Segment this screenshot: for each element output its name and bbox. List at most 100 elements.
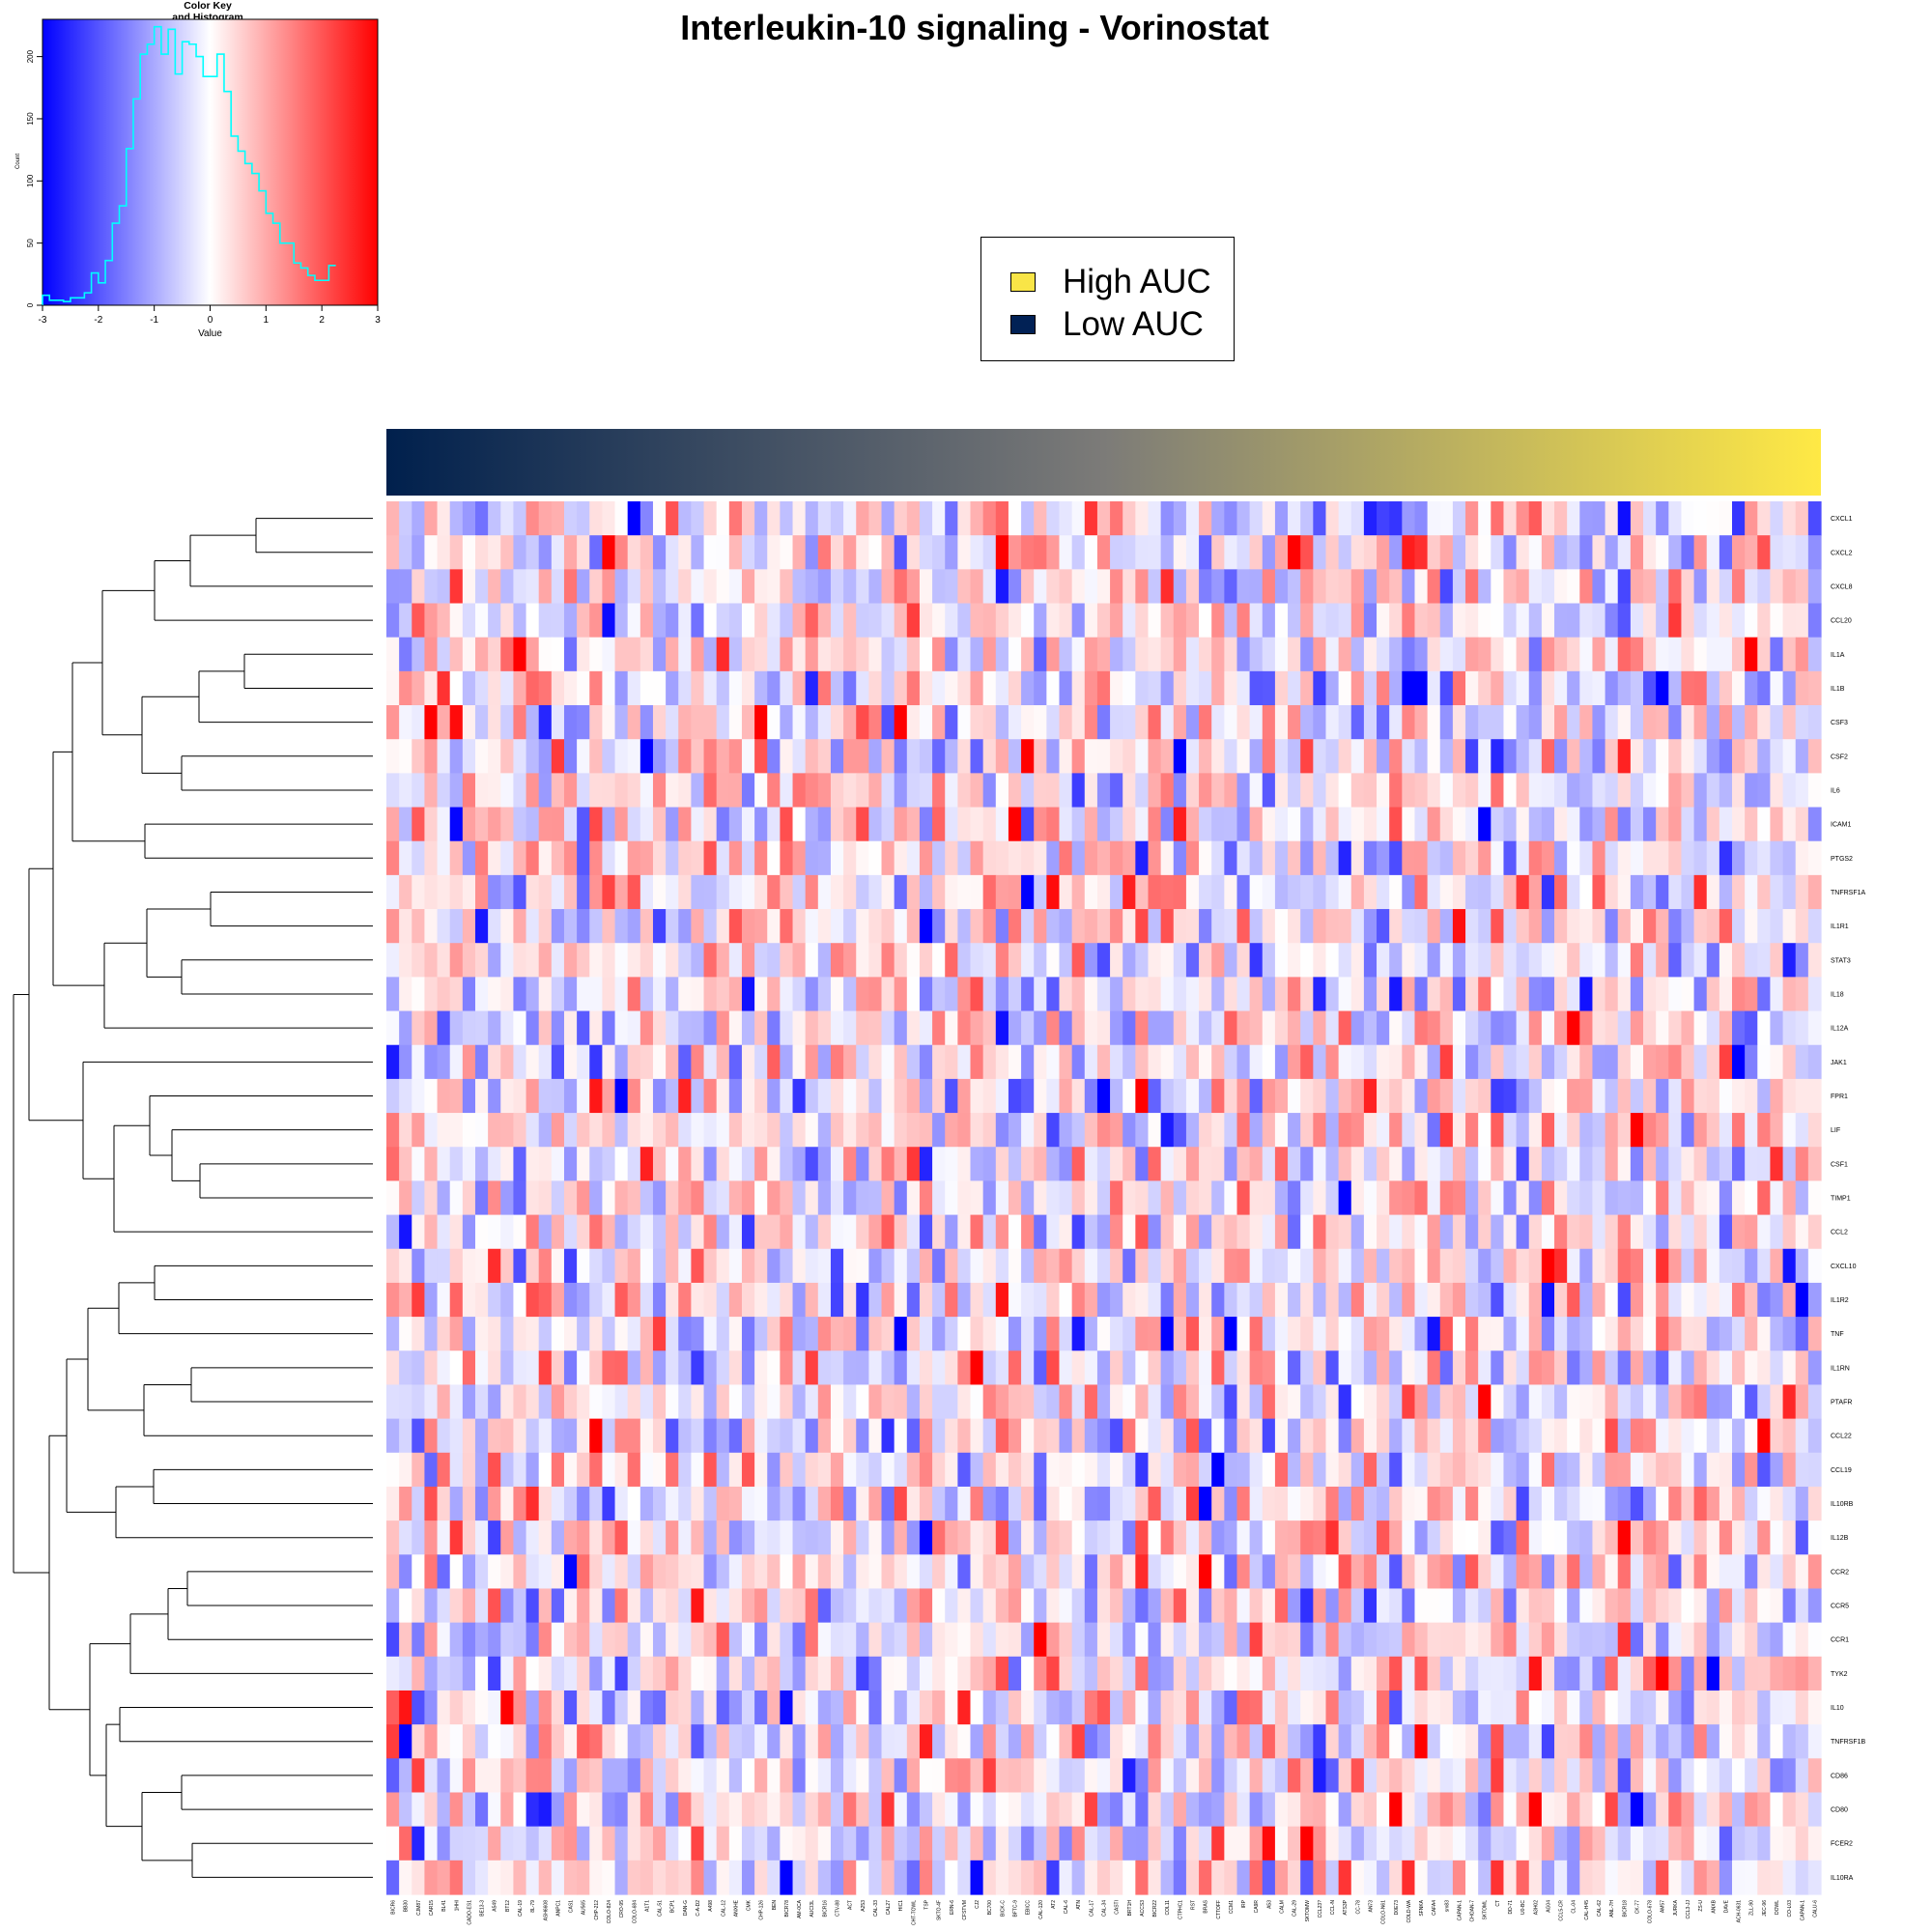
heatmap-cell <box>1414 1486 1429 1521</box>
heatmap-cell <box>894 1044 908 1080</box>
heatmap-cell <box>1414 909 1429 944</box>
heatmap-cell <box>982 705 997 740</box>
heatmap-cell <box>488 705 501 740</box>
heatmap-cell <box>1110 807 1123 842</box>
heatmap-cell <box>1122 1690 1136 1725</box>
heatmap-cell <box>767 977 781 1012</box>
heatmap-cell <box>500 705 515 740</box>
heatmap-cell <box>1274 705 1289 740</box>
heatmap-cell <box>449 1317 464 1351</box>
heatmap-cell <box>1732 603 1746 639</box>
heatmap-cell <box>1605 535 1619 570</box>
heatmap-cell <box>1567 1656 1580 1691</box>
row-label: CXCL2 <box>1831 550 1853 556</box>
heatmap-cell <box>1034 739 1047 774</box>
heatmap-cell <box>1034 1724 1047 1759</box>
heatmap-cell <box>830 943 844 978</box>
heatmap-cell <box>1173 1486 1187 1521</box>
heatmap-cell <box>1554 909 1568 944</box>
heatmap-cell <box>728 1826 743 1861</box>
heatmap-cell <box>1693 501 1708 536</box>
heatmap-cell <box>1706 1113 1720 1148</box>
heatmap-cell <box>1516 1113 1530 1148</box>
heatmap-cell <box>1350 705 1365 740</box>
heatmap-cell <box>830 1180 844 1216</box>
heatmap-cell <box>1211 705 1225 740</box>
heatmap-cell <box>906 1758 921 1794</box>
column-label: DAN-G <box>683 1900 689 1916</box>
heatmap-cell <box>1693 1622 1708 1658</box>
heatmap-cell <box>780 1010 794 1046</box>
heatmap-cell <box>526 1147 540 1182</box>
heatmap-cell <box>1236 1656 1251 1691</box>
heatmap-cell <box>449 1758 464 1794</box>
heatmap-cell <box>1554 535 1568 570</box>
legend-swatch-low <box>1010 315 1036 334</box>
heatmap-cell <box>488 773 501 809</box>
heatmap-cell <box>1173 1792 1187 1828</box>
heatmap-cell <box>1148 1350 1162 1386</box>
heatmap-cell <box>792 1078 807 1114</box>
heatmap-cell <box>577 1826 590 1861</box>
heatmap-cell <box>1377 1860 1390 1895</box>
heatmap-cell <box>1008 1724 1022 1759</box>
heatmap-cell <box>995 943 1009 978</box>
heatmap-cell <box>449 1554 464 1590</box>
heatmap-cell <box>817 670 832 706</box>
heatmap-cell <box>678 1350 692 1386</box>
heatmap-cell <box>1211 1452 1225 1488</box>
heatmap-cell <box>1745 705 1758 740</box>
heatmap-cell <box>449 1656 464 1691</box>
heatmap-cell <box>1681 603 1695 639</box>
heatmap-cell <box>1427 501 1441 536</box>
heatmap-cell <box>894 1758 908 1794</box>
heatmap-cell <box>1465 1792 1479 1828</box>
heatmap-cell <box>1427 1317 1441 1351</box>
heatmap-cell <box>1706 1486 1720 1521</box>
heatmap-cell <box>437 943 451 978</box>
heatmap-cell <box>602 569 616 605</box>
heatmap-cell <box>1770 977 1784 1012</box>
heatmap-cell <box>881 1350 895 1386</box>
heatmap-cell <box>1478 501 1492 536</box>
heatmap-cell <box>1173 773 1187 809</box>
heatmap-cell <box>1389 1656 1403 1691</box>
heatmap-cell <box>817 1520 832 1555</box>
heatmap-cell <box>1452 1486 1466 1521</box>
heatmap-cell <box>1199 637 1212 672</box>
heatmap-cell <box>1617 739 1632 774</box>
heatmap-cell <box>1173 1520 1187 1555</box>
heatmap-cell <box>691 807 705 842</box>
heatmap-cell <box>1719 1078 1733 1114</box>
heatmap-cell <box>856 1010 869 1046</box>
heatmap-cell <box>1300 1010 1314 1046</box>
heatmap-cell <box>1681 1418 1695 1454</box>
heatmap-cell <box>462 1826 476 1861</box>
heatmap-cell <box>741 637 755 672</box>
heatmap-cell <box>741 1792 755 1828</box>
heatmap-cell <box>1122 1078 1136 1114</box>
heatmap-cell <box>1732 1248 1746 1284</box>
heatmap-cell <box>957 1860 972 1895</box>
color-key-ytick-label: 0 <box>26 302 35 307</box>
heatmap-cell <box>1034 773 1047 809</box>
heatmap-cell <box>1706 1384 1720 1420</box>
heatmap-cell <box>1363 1214 1378 1250</box>
heatmap-cell <box>716 1588 730 1624</box>
heatmap-cell <box>1199 603 1212 639</box>
row-label: TIMP1 <box>1831 1196 1851 1203</box>
heatmap-cell <box>1719 569 1733 605</box>
heatmap-cell <box>1389 977 1403 1012</box>
heatmap-cell <box>1034 1758 1047 1794</box>
heatmap-cell <box>1122 1826 1136 1861</box>
heatmap-cell <box>1668 1350 1683 1386</box>
heatmap-cell <box>1274 1214 1289 1250</box>
heatmap-cell <box>1236 943 1251 978</box>
heatmap-cell <box>1224 1656 1238 1691</box>
heatmap-cell <box>488 874 501 910</box>
heatmap-cell <box>551 1656 565 1691</box>
heatmap-cell <box>805 909 819 944</box>
heatmap-cell <box>1503 1452 1518 1488</box>
heatmap-cell <box>1541 705 1555 740</box>
heatmap-cell <box>500 1452 515 1488</box>
